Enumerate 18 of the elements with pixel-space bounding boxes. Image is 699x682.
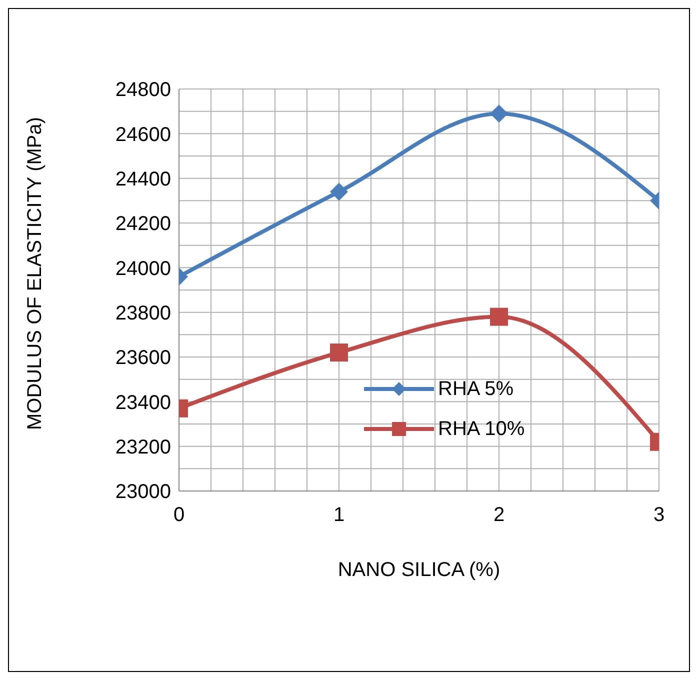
x-tick-label: 2 [493,504,505,526]
y-tick-label: 24400 [115,168,171,190]
legend-label: RHA 5% [438,378,514,400]
x-tick-label: 0 [173,504,185,526]
y-tick-label: 23400 [115,392,171,414]
x-axis-title: NANO SILICA (%) [338,559,500,581]
y-tick-label: 23600 [115,347,171,370]
x-tick-label: 3 [653,504,665,526]
y-tick-label: 23200 [115,436,171,458]
legend-label: RHA 10% [438,418,525,440]
y-tick-label: 24200 [115,213,171,236]
y-tick-label: 23000 [115,481,171,504]
y-tick-label: 23800 [115,302,171,324]
y-tick-label: 24800 [115,79,171,102]
x-tick-label: 1 [333,504,345,526]
y-axis-title: MODULUS OF ELASTICITY (MPa) [24,116,46,430]
y-tick-label: 24000 [115,258,171,280]
y-tick-label: 24600 [115,124,171,146]
